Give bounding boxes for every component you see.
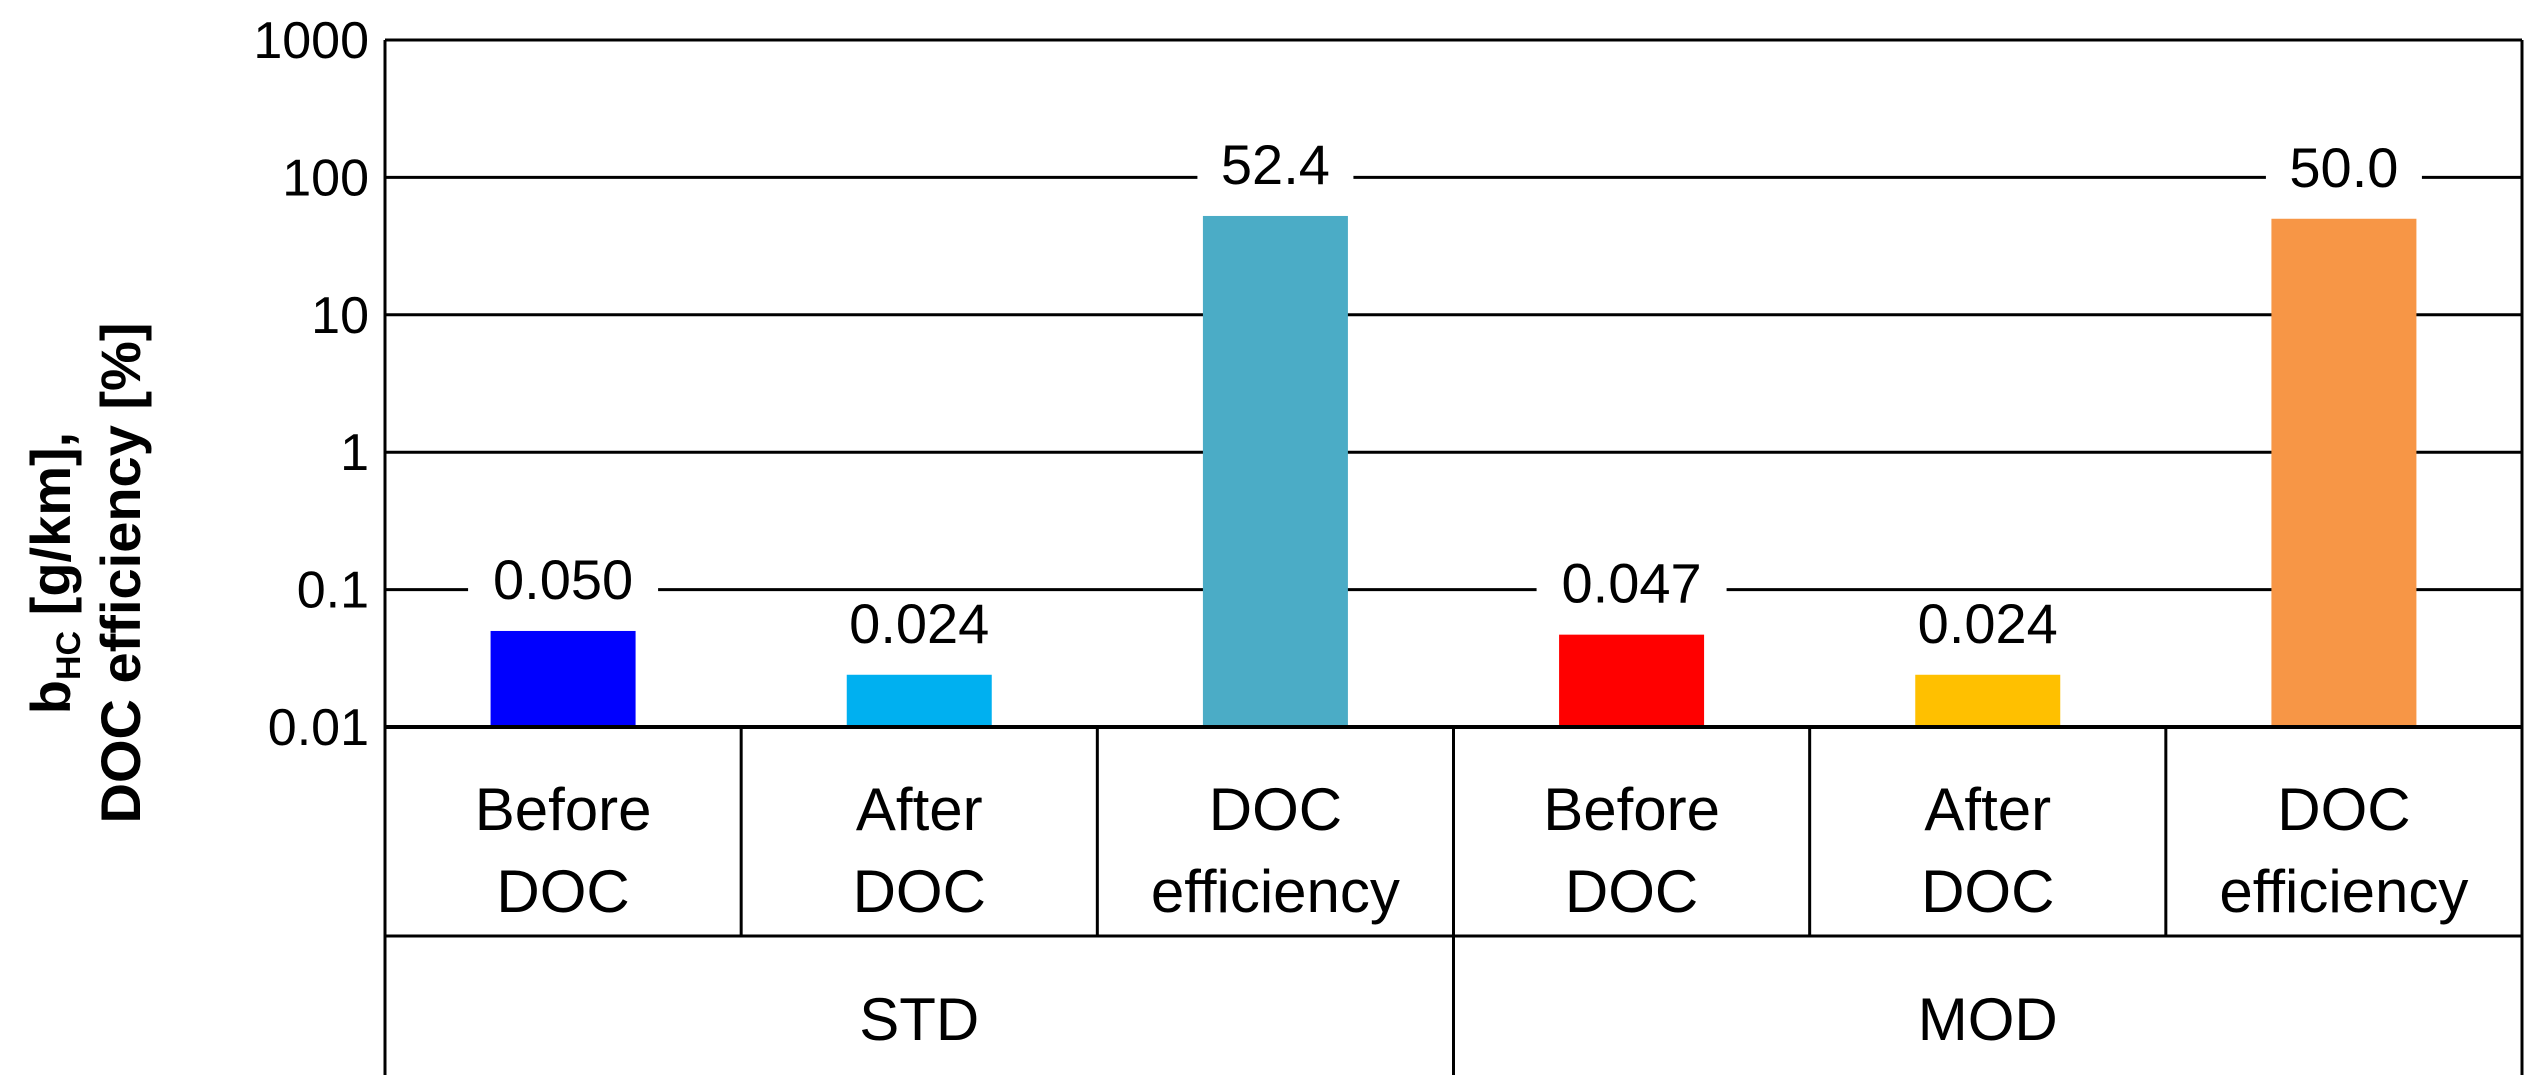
- category-label: DOC: [1565, 858, 1698, 925]
- data-label: 0.024: [1918, 592, 2058, 655]
- category-label: DOC: [1921, 858, 2054, 925]
- y-axis-label-main: b: [19, 680, 82, 714]
- data-label-bg: [2265, 136, 2422, 201]
- category-label: DOC: [2277, 776, 2410, 843]
- y-tick-label: 0.01: [268, 699, 369, 757]
- category-label: After: [1924, 776, 2051, 843]
- y-axis-label-unit: [g/km],: [19, 432, 82, 631]
- data-label-bg: [824, 592, 1015, 657]
- data-labels: 0.050 0.024 52.4 0.047 0.024 50.0: [468, 133, 2422, 657]
- bars: [490, 215, 2417, 728]
- y-tick-label: 100: [282, 149, 369, 207]
- category-label: efficiency: [2219, 858, 2468, 925]
- category-label: DOC: [496, 858, 629, 925]
- data-label-bg: [468, 548, 659, 613]
- group-label: STD: [859, 986, 979, 1053]
- y-axis-label-subscript: HC: [50, 631, 88, 680]
- category-label: Before: [475, 776, 652, 843]
- group-label: MOD: [1918, 986, 2058, 1053]
- data-label: 0.047: [1562, 552, 1702, 615]
- data-label: 50.0: [2289, 136, 2398, 199]
- y-axis-label-line1: bHC [g/km],: [19, 432, 88, 714]
- data-label: 0.050: [493, 548, 633, 611]
- category-labels: Before DOC After DOC DOC efficiency Before DOC A…: [475, 776, 2469, 1053]
- category-label: Before: [1543, 776, 1720, 843]
- axes: [383, 38, 2524, 1075]
- bar: [1202, 215, 1348, 728]
- category-label: After: [856, 776, 983, 843]
- bar: [1559, 634, 1705, 727]
- bar: [1915, 674, 2061, 727]
- gridlines: [385, 38, 2522, 592]
- data-label-bg: [1892, 592, 2083, 657]
- data-label-bg: [1197, 133, 1354, 198]
- y-tick-labels: 0.01 0.1 1 10 100 1000: [253, 12, 369, 757]
- category-label: efficiency: [1151, 858, 1400, 925]
- category-label: DOC: [853, 858, 986, 925]
- data-label-bg: [1536, 552, 1727, 617]
- y-axis-label: bHC [g/km], DOC efficiency [%]: [19, 323, 152, 824]
- y-tick-label: 1000: [253, 12, 369, 70]
- bar: [2271, 218, 2417, 727]
- y-tick-label: 10: [311, 287, 369, 345]
- y-tick-label: 1: [340, 424, 369, 482]
- y-axis-label-line2: DOC efficiency [%]: [89, 323, 152, 824]
- category-label: DOC: [1209, 776, 1342, 843]
- y-tick-label: 0.1: [297, 562, 369, 620]
- bar: [490, 630, 636, 727]
- data-label: 52.4: [1221, 133, 1330, 196]
- data-label: 0.024: [849, 592, 989, 655]
- bar: [846, 674, 992, 727]
